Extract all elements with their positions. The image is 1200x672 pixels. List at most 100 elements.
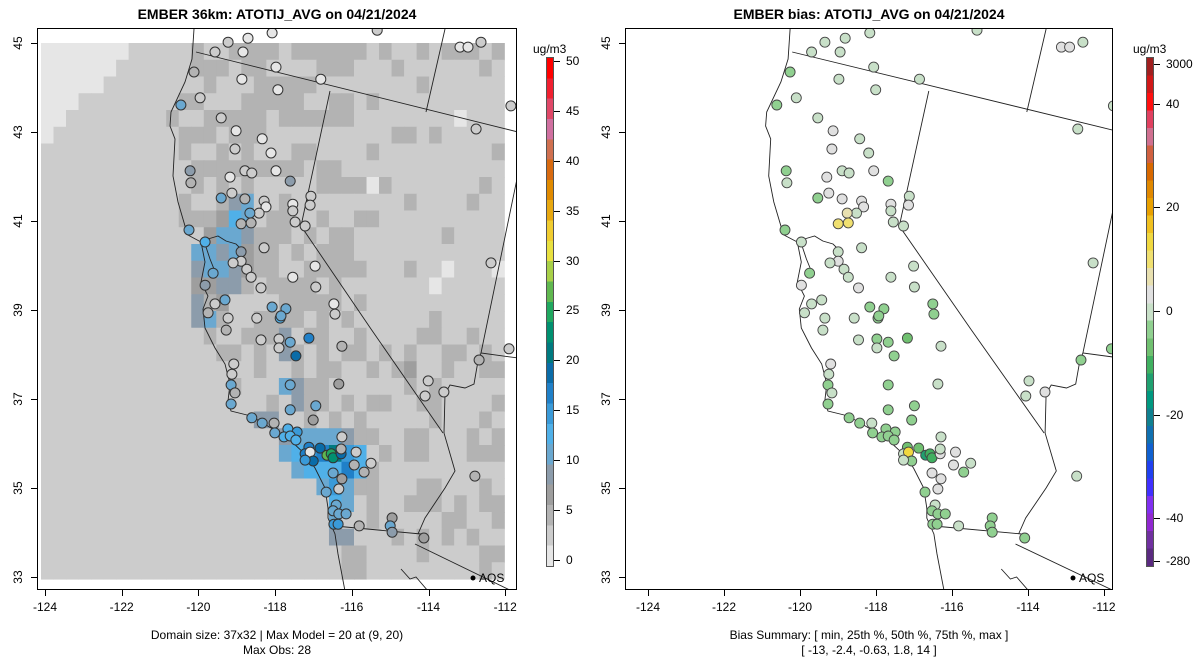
state-border xyxy=(898,90,1045,434)
model-grid-cell xyxy=(479,512,493,530)
bias-station-marker xyxy=(834,46,846,58)
model-grid-cell xyxy=(178,344,192,362)
model-grid-cell xyxy=(391,344,405,362)
model-grid-cell xyxy=(454,344,468,362)
model-grid-cell xyxy=(178,394,192,413)
model-grid-cell xyxy=(441,244,455,262)
model-grid-cell xyxy=(141,311,155,329)
model-grid-cell xyxy=(153,411,167,429)
model-grid-cell xyxy=(128,76,142,94)
model-grid-cell xyxy=(278,110,292,128)
model-grid-cell xyxy=(266,244,280,262)
model-grid-cell xyxy=(228,43,242,61)
obs-station-marker xyxy=(219,294,231,306)
model-grid-cell xyxy=(103,76,117,94)
obs-station-marker xyxy=(284,336,296,348)
model-grid-cell xyxy=(379,461,393,480)
model-grid-cell xyxy=(391,177,405,195)
model-grid-cell xyxy=(66,528,80,547)
model-grid-cell xyxy=(241,478,255,496)
model-grid-cell xyxy=(103,512,117,530)
bias-station-marker xyxy=(867,427,879,439)
obs-station-marker xyxy=(327,467,339,479)
bias-station-marker xyxy=(1087,257,1099,269)
model-grid-cell xyxy=(291,59,305,78)
model-grid-cell xyxy=(78,160,92,178)
model-grid-cell xyxy=(178,411,192,429)
bias-station-marker xyxy=(866,417,878,429)
model-grid-cell xyxy=(53,294,67,312)
model-grid-cell xyxy=(41,294,55,312)
model-grid-cell xyxy=(441,411,455,429)
bias-station-marker xyxy=(873,310,885,322)
model-grid-cell xyxy=(166,59,180,78)
model-grid-cell xyxy=(91,244,105,262)
model-grid-cell xyxy=(379,478,393,496)
model-grid-cell xyxy=(379,193,393,212)
model-grid-cell xyxy=(191,126,205,145)
bias-station-marker xyxy=(888,434,900,446)
model-grid-cell xyxy=(328,361,343,379)
model-grid-cell xyxy=(91,160,105,178)
model-grid-cell xyxy=(191,260,205,279)
model-grid-cell xyxy=(128,428,142,446)
model-grid-cell xyxy=(303,93,318,111)
model-grid-cell xyxy=(341,394,355,413)
model-grid-cell xyxy=(166,143,180,161)
model-grid-cell xyxy=(491,244,505,262)
model-grid-cell xyxy=(78,545,92,563)
model-grid-cell xyxy=(354,394,368,413)
model-grid-cell xyxy=(391,193,405,212)
obs-station-marker xyxy=(284,379,296,391)
model-grid-cell xyxy=(366,512,380,530)
model-grid-cell xyxy=(116,227,130,245)
model-grid-cell xyxy=(103,445,117,463)
model-grid-cell xyxy=(66,394,80,413)
model-grid-cell xyxy=(191,394,205,413)
model-grid-cell xyxy=(53,110,67,128)
model-grid-cell xyxy=(241,126,255,145)
model-grid-cell xyxy=(316,562,330,580)
model-grid-cell xyxy=(303,478,318,496)
model-grid-cell xyxy=(491,193,505,212)
x-tick-mark xyxy=(505,590,507,596)
colorbar-tick-label: 20 xyxy=(1166,200,1180,215)
model-grid-cell xyxy=(404,445,418,463)
model-grid-cell xyxy=(91,411,105,429)
model-grid-cell xyxy=(66,59,80,78)
model-grid-cell xyxy=(429,445,443,463)
model-grid-cell xyxy=(266,562,280,580)
model-grid-cell xyxy=(379,361,393,379)
model-grid-cell xyxy=(166,428,180,446)
model-grid-cell xyxy=(303,311,318,329)
model-grid-cell xyxy=(491,311,505,329)
obs-station-marker xyxy=(365,457,377,469)
model-grid-cell xyxy=(241,177,255,195)
bias-station-marker xyxy=(1064,41,1076,53)
model-grid-cell xyxy=(91,495,105,513)
colorbar-tick-mark xyxy=(1154,63,1160,65)
model-grid-cell xyxy=(454,143,468,161)
model-grid-cell xyxy=(366,227,380,245)
model-grid-cell xyxy=(141,43,155,61)
model-grid-cell xyxy=(491,512,505,530)
model-grid-cell xyxy=(141,378,155,396)
model-grid-cell xyxy=(191,327,205,346)
model-grid-cell xyxy=(191,344,205,362)
model-grid-cell xyxy=(454,294,468,312)
model-grid-cell xyxy=(66,177,80,195)
model-grid-cell xyxy=(216,210,230,228)
model-grid-cell xyxy=(404,210,418,228)
model-grid-cell xyxy=(303,244,318,262)
model-grid-cell xyxy=(278,93,292,111)
model-grid-cell xyxy=(166,394,180,413)
bias-station-marker xyxy=(771,99,783,111)
model-grid-cell xyxy=(91,528,105,547)
bias-station-marker xyxy=(903,199,914,211)
model-grid-cell xyxy=(366,562,380,580)
model-grid-cell xyxy=(391,260,405,279)
model-grid-cell xyxy=(491,126,505,145)
model-grid-cell xyxy=(354,227,368,245)
model-grid-cell xyxy=(328,93,343,111)
model-grid-cell xyxy=(391,461,405,480)
